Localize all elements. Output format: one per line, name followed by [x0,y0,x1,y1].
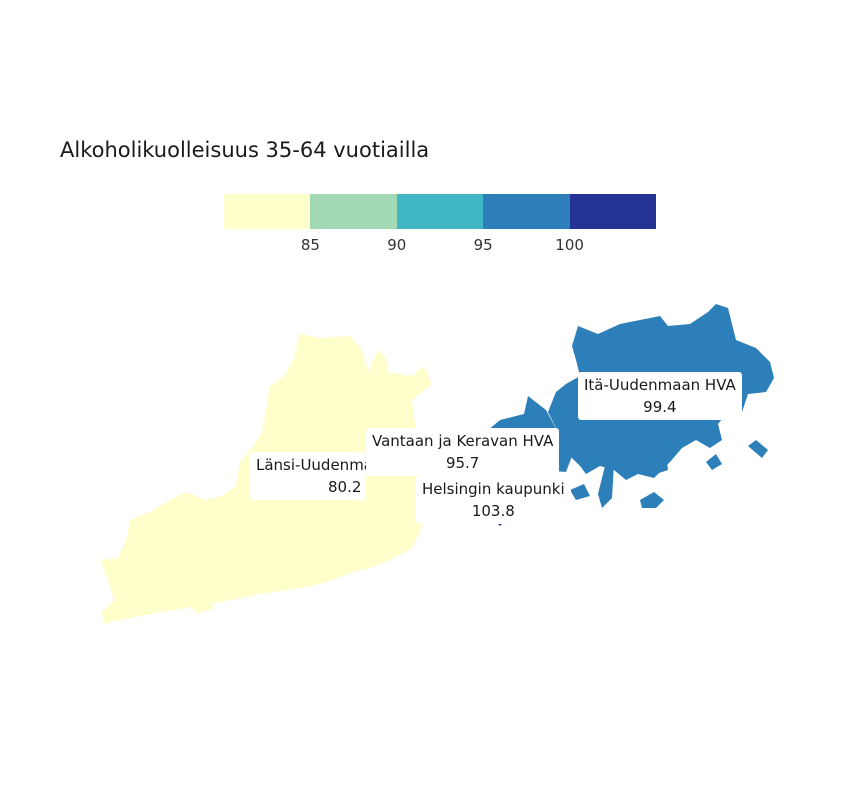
legend-swatch-4 [483,194,570,229]
label-region-value: 80.2 [328,478,362,496]
legend-swatch-2 [310,194,397,229]
legend-swatch-1 [224,194,311,229]
island-east-6 [570,484,590,500]
color-legend: 85 90 95 100 [224,194,656,264]
legend-tick: 90 [387,236,407,254]
label-ita-uusimaa: Itä-Uudenmaan HVA 99.4 [578,372,742,420]
label-region-value: 99.4 [643,398,677,416]
label-vantaa-kerava: Vantaan ja Keravan HVA 95.7 [366,428,560,476]
legend-tick: 85 [300,236,320,254]
label-region-name: Vantaan ja Keravan HVA [372,432,554,450]
label-region-value: 103.8 [471,502,515,520]
island-east-3 [706,454,722,470]
map-title: Alkoholikuolleisuus 35-64 vuotiailla [60,138,430,162]
label-region-name: Helsingin kaupunki [422,480,565,498]
island-east-4 [748,440,768,458]
legend-tick: 95 [473,236,493,254]
legend-swatch-3 [396,194,484,229]
label-region-value: 95.7 [445,454,480,472]
island-west-1 [190,600,214,614]
legend-tick: 100 [555,236,584,254]
island-east-2 [598,462,614,508]
legend-swatch-5 [569,194,656,229]
island-east-1 [640,492,664,508]
island-west-2 [132,564,156,596]
island-east-5 [654,454,668,474]
label-lansi-uusimaa: Länsi-Uudenma 80.2 [250,452,366,500]
label-region-name: Itä-Uudenmaan HVA [584,376,736,394]
label-region-name: Länsi-Uudenma [256,456,366,474]
label-helsinki: Helsingin kaupunki 103.8 [416,476,571,524]
